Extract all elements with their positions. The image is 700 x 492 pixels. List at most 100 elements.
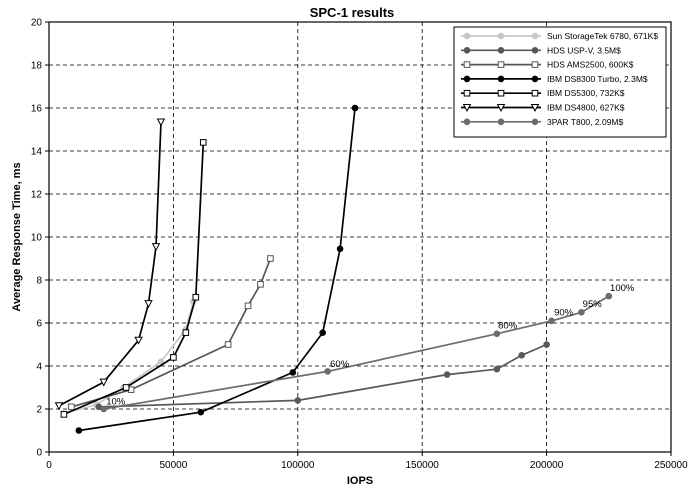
legend-marker [531,61,539,68]
y-tick-label: 10 [31,233,43,244]
legend-marker [531,46,539,54]
annotations: 10% 60% 80% 90% 95% 100% [106,283,635,408]
legend-label: 3PAR T800, 2.09M$ [547,117,624,127]
legend-label: IBM DS5300, 732K$ [547,88,625,98]
data-point [518,351,526,359]
legend-box [453,26,667,138]
data-point [319,329,326,336]
data-point [151,243,161,252]
data-point [548,317,555,325]
y-tick-label: 18 [31,61,43,72]
annotation-label: 90% [554,307,574,318]
y-tick-label: 20 [31,18,43,29]
series-6 [100,292,613,413]
x-tick-label: 50000 [159,460,187,471]
data-point [267,255,274,262]
x-axis-ticks: 0 50000 100000 150000 200000 250000 [46,452,688,471]
legend-marker [463,61,471,68]
series-line [103,295,610,410]
y-tick-label: 0 [36,448,42,459]
legend-label: IBM DS8300 Turbo, 2.3M$ [547,74,648,84]
legend-item: IBM DS5300, 732K$ [461,88,625,98]
data-point [60,411,68,418]
legend-marker [497,46,505,54]
series-4 [60,139,207,418]
legend-marker [497,61,505,68]
data-point [543,341,550,348]
legend-item: HDS USP-V, 3.5M$ [461,45,621,55]
y-tick-label: 8 [36,276,42,287]
series-line [71,258,272,408]
y-tick-label: 6 [36,319,42,330]
data-point [54,402,64,411]
annotation-label: 100% [610,283,635,294]
legend-marker [497,89,505,97]
data-point [294,397,302,404]
x-tick-label: 250000 [654,460,688,471]
legend-marker [463,75,471,83]
data-point [192,293,200,301]
data-point [289,369,297,376]
y-tick-label: 2 [36,405,42,416]
legend-marker [497,118,505,126]
x-tick-label: 0 [46,460,52,471]
y-tick-label: 14 [31,147,43,158]
data-point [351,104,359,112]
data-point [134,336,143,345]
legend-marker [497,75,505,83]
legend-marker [463,32,471,40]
series-line [63,301,195,415]
legend-item: HDS AMS2500, 600K$ [461,60,634,70]
legend-label: HDS USP-V, 3.5M$ [547,45,621,55]
legend-marker [531,118,539,126]
series-line [78,107,356,432]
data-point [100,405,108,413]
y-tick-label: 4 [36,362,42,373]
data-point [199,139,207,146]
annotation-label: 60% [330,359,350,370]
x-tick-label: 200000 [530,460,564,471]
x-tick-label: 100000 [281,460,315,471]
series-line [63,142,205,416]
data-point [156,118,166,127]
data-point [605,292,613,300]
data-point [244,302,252,310]
x-axis-label: IOPS [347,475,373,487]
series-1 [95,341,550,411]
data-point [99,378,108,387]
data-point [197,408,205,416]
data-point [68,403,75,411]
legend-label: IBM DS4800, 627K$ [547,103,625,113]
data-point [182,329,190,336]
data-point [336,245,344,253]
data-point [224,341,232,348]
series-line [58,121,162,407]
legend-item: IBM DS8300 Turbo, 2.3M$ [461,74,648,84]
data-point [257,281,264,288]
data-point [144,300,153,309]
annotation-label: 80% [498,320,518,331]
series-5 [54,118,166,411]
data-point [170,354,177,361]
legend-item: 3PAR T800, 2.09M$ [461,117,624,127]
legend-item: IBM DS4800, 627K$ [461,103,625,113]
legend-marker [531,75,539,83]
legend: Sun StorageTek 6780, 671K$ HDS USP-V, 3.5… [453,26,667,138]
annotation-label: 10% [106,397,126,408]
legend-marker [531,89,539,97]
data-point [578,308,585,316]
y-tick-label: 12 [31,190,43,201]
chart-title: SPC-1 results [310,5,395,20]
data-point [443,371,451,378]
data-point [493,365,501,373]
legend-marker [496,104,506,112]
legend-item: Sun StorageTek 6780, 671K$ [461,31,658,41]
data-point [75,427,83,434]
legend-label: HDS AMS2500, 600K$ [547,60,634,70]
legend-marker [462,104,472,112]
series-layer [54,104,613,434]
legend-marker [530,104,540,112]
legend-marker [463,89,471,97]
data-point [324,368,331,375]
annotation-label: 95% [583,299,603,310]
